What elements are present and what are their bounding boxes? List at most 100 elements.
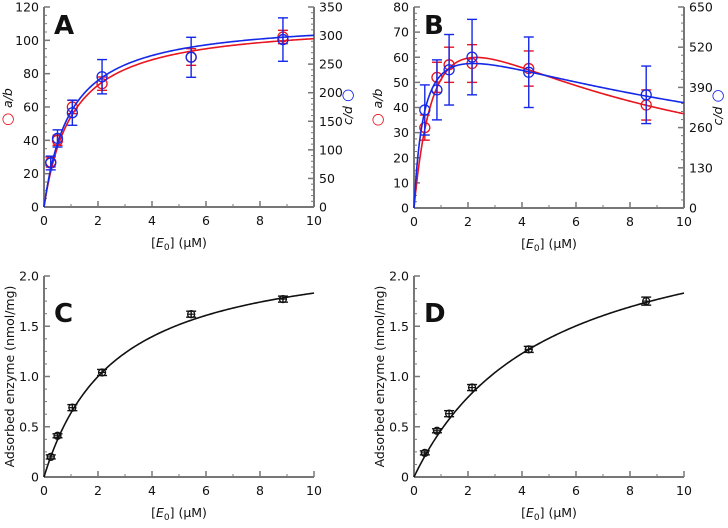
y-tick-label: 30 [393, 125, 409, 140]
blue-circle-legend-icon: ○ [708, 89, 726, 102]
x-tick-label: 0 [40, 483, 48, 498]
y-axis-label: ○ a/b [368, 89, 386, 127]
y-axis-label: Adsorbed enzyme (nmol/mg) [2, 286, 17, 468]
y-tick-label: 20 [393, 150, 409, 165]
data-point [419, 104, 431, 116]
x-axis-label: [E0] (μM) [521, 505, 577, 523]
y2-tick-label: 390 [689, 80, 713, 95]
data-point [51, 132, 64, 145]
x-label-subscript: 0 [534, 244, 540, 254]
fit-curve [413, 56, 685, 209]
x-tick-label: 2 [464, 483, 472, 498]
x-tick-label: 6 [572, 214, 580, 229]
y-tick-label: 10 [393, 175, 409, 190]
panel-letter: B [424, 11, 444, 41]
y-tick-label: 60 [23, 100, 39, 115]
y2-tick-label: 0 [689, 201, 697, 216]
y-tick-label: 40 [393, 100, 409, 115]
fit-curve [43, 37, 315, 208]
data-point [642, 296, 651, 306]
red-circle-legend-icon: ○ [368, 108, 386, 126]
panel-b: 0 2 4 6 8 10010203040506070800130260390520650… [368, 0, 726, 254]
y2-label-text: c/d [710, 103, 725, 126]
data-point [420, 448, 429, 458]
y2-tick-label: 300 [319, 28, 343, 43]
y-tick-label: 2.0 [19, 269, 39, 284]
data-point [46, 452, 55, 462]
x-tick-label: 4 [518, 214, 526, 229]
y-tick-label: 70 [393, 25, 409, 40]
x-label-subscript: 0 [164, 513, 170, 523]
panel-letter: C [54, 299, 73, 329]
fit-curve [413, 62, 685, 209]
x-label-subscript: 0 [534, 513, 540, 523]
x-tick-label: 10 [306, 483, 322, 498]
x-label-part: ] (μM) [540, 236, 577, 251]
y-tick-label: 0.5 [19, 419, 39, 434]
x-tick-label: 0 [40, 213, 48, 228]
y-tick-label: 1.5 [19, 319, 39, 334]
data-point [640, 89, 652, 101]
x-label-part: E [156, 235, 164, 250]
x-tick-label: 2 [464, 214, 472, 229]
y-tick-label: 0 [31, 200, 39, 215]
data-point [68, 403, 77, 412]
data-point [53, 431, 62, 440]
data-point [278, 294, 288, 304]
fit-curve [43, 34, 315, 208]
data-point [66, 107, 78, 119]
y-tick-label: 120 [15, 0, 39, 15]
panel-letter: D [424, 299, 446, 329]
x-label-part: E [526, 236, 534, 251]
data-point [432, 426, 442, 435]
x-tick-label: 0 [410, 483, 418, 498]
x-tick-label: 10 [306, 213, 322, 228]
x-tick-label: 2 [94, 213, 102, 228]
x-axis-label: [E0] (μM) [151, 235, 207, 253]
blue-circle-legend-icon: ○ [338, 89, 356, 102]
x-label-part: E [156, 505, 164, 520]
x-label-part: E [526, 505, 534, 520]
x-axis-label: [E0] (μM) [151, 505, 207, 523]
y2-tick-label: 260 [689, 120, 713, 135]
x-label-part: ] (μM) [170, 505, 207, 520]
y-tick-label: 60 [393, 50, 409, 65]
data-point [523, 66, 535, 78]
x-label-subscript: 0 [164, 243, 170, 253]
data-point [186, 310, 196, 319]
data-point [431, 84, 443, 96]
y-tick-label: 2.0 [389, 269, 409, 284]
x-tick-label: 4 [148, 483, 156, 498]
y2-tick-label: 0 [319, 200, 327, 215]
y-tick-label: 0.5 [389, 419, 409, 434]
y2-tick-label: 100 [319, 142, 343, 157]
x-label-part: [ [521, 505, 526, 520]
x-tick-label: 4 [518, 483, 526, 498]
data-point [96, 71, 108, 83]
data-point [467, 383, 477, 392]
data-point [97, 368, 107, 377]
x-tick-label: 0 [410, 214, 418, 229]
series-c-d [413, 18, 685, 209]
y-tick-label: 50 [393, 75, 409, 90]
series-adsorbed [413, 292, 685, 478]
y-tick-label: 20 [23, 166, 39, 181]
x-tick-label: 10 [676, 214, 692, 229]
fit-curve [413, 292, 685, 478]
red-circle-legend-icon: ○ [0, 108, 16, 126]
y2-tick-label: 200 [319, 85, 343, 100]
y-label-text: a/b [370, 89, 385, 109]
x-tick-label: 10 [676, 483, 692, 498]
data-point [185, 51, 197, 63]
y-tick-label: 100 [15, 33, 39, 48]
y-tick-label: 0 [401, 201, 409, 216]
y-tick-label: 0 [31, 470, 39, 485]
data-point [524, 345, 533, 354]
y-tick-label: 1.5 [389, 319, 409, 334]
y-label-text: a/b [0, 88, 15, 108]
x-axis-label: [E0] (μM) [521, 236, 577, 254]
y-tick-label: 1.0 [19, 369, 39, 384]
